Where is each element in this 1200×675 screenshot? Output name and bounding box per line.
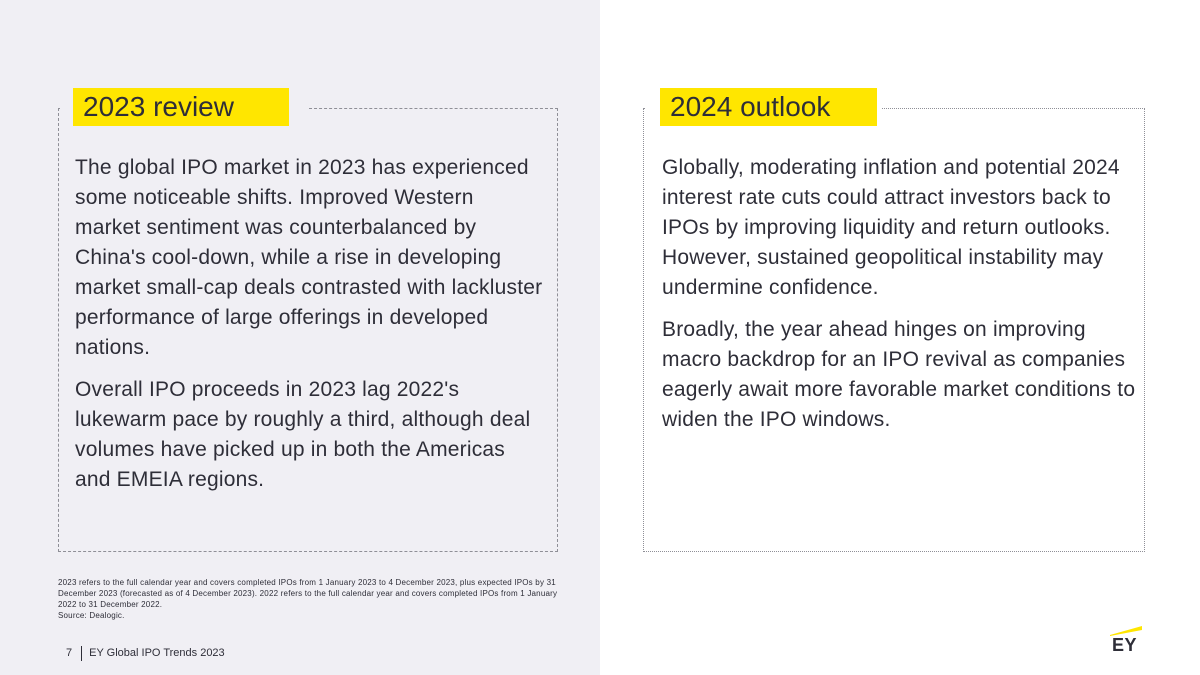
outlook-paragraph-2: Broadly, the year ahead hinges on improv… [662, 318, 1136, 431]
outlook-paragraph-1: Globally, moderating inflation and poten… [662, 156, 1120, 299]
review-paragraph-1: The global IPO market in 2023 has experi… [75, 156, 543, 359]
review-title: 2023 review [73, 88, 289, 126]
outlook-title: 2024 outlook [660, 88, 877, 126]
footnote-source: Source: Dealogic. [58, 611, 125, 620]
ey-logo: EY [1110, 624, 1142, 654]
review-card [58, 108, 558, 552]
page-number: 7 [66, 647, 73, 659]
outlook-body: Globally, moderating inflation and poten… [662, 153, 1137, 447]
ey-logo-text: EY [1112, 635, 1138, 655]
review-body: The global IPO market in 2023 has experi… [75, 153, 545, 507]
footer-divider [81, 645, 83, 661]
footnote-text: 2023 refers to the full calendar year an… [58, 578, 558, 609]
review-paragraph-2: Overall IPO proceeds in 2023 lag 2022's … [75, 378, 531, 491]
report-title: EY Global IPO Trends 2023 [89, 647, 225, 659]
outlook-card [643, 108, 1145, 552]
ey-logo-beam-icon [1110, 626, 1142, 636]
footnote: 2023 refers to the full calendar year an… [58, 577, 558, 621]
footer: 7 EY Global IPO Trends 2023 [58, 645, 225, 661]
